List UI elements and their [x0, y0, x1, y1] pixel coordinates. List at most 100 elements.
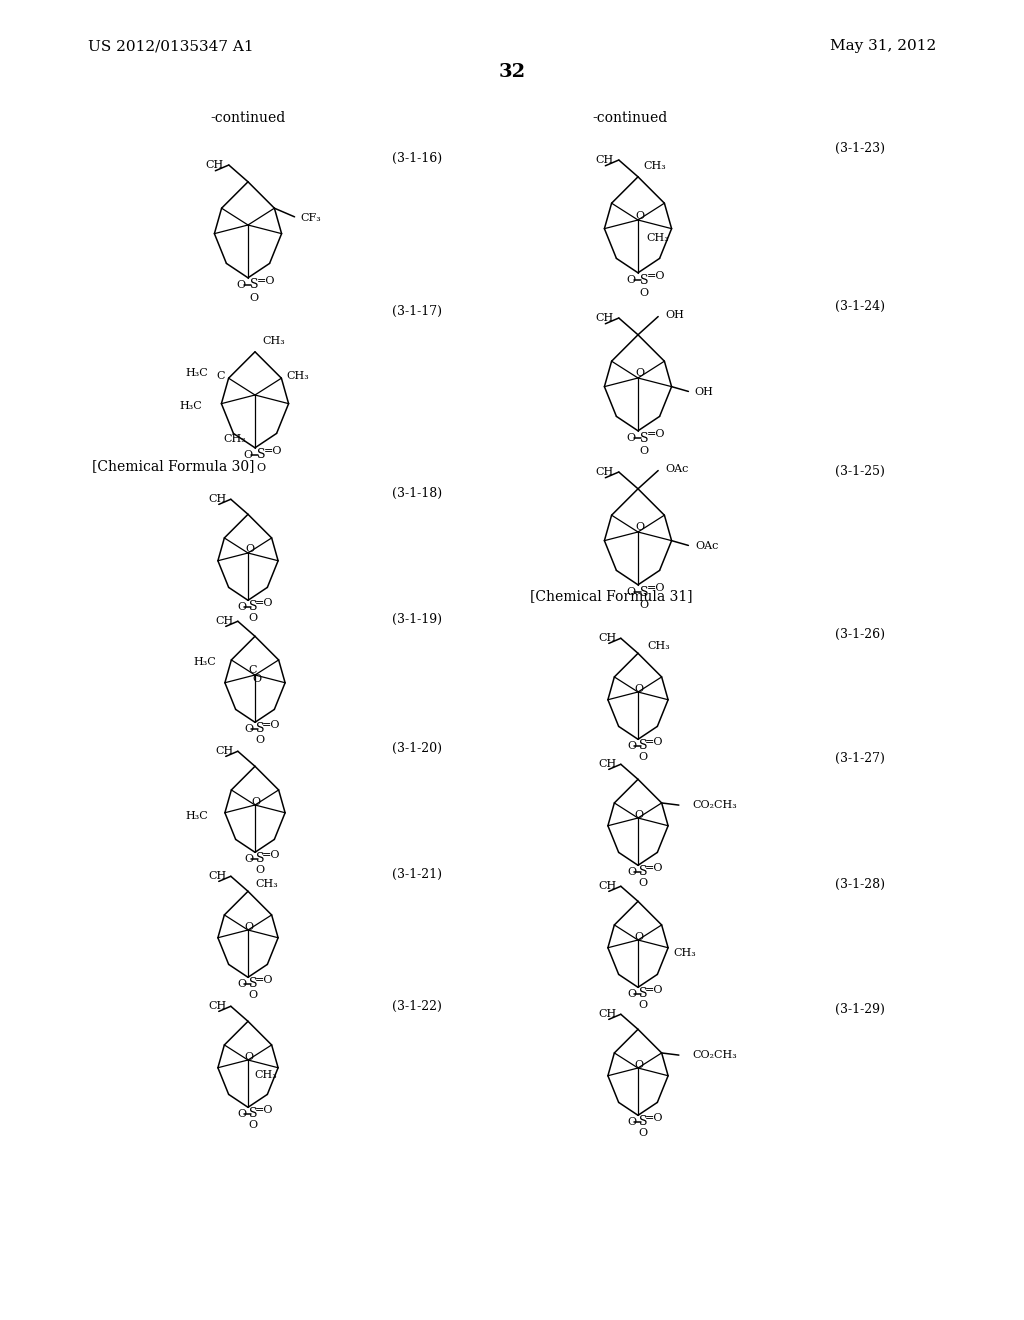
Text: O: O — [635, 809, 644, 820]
Text: =O: =O — [262, 721, 281, 730]
Text: O: O — [639, 1129, 648, 1138]
Text: O: O — [635, 523, 644, 532]
Text: [Chemical Formula 30]: [Chemical Formula 30] — [92, 459, 255, 473]
Text: CH₃: CH₃ — [256, 879, 279, 888]
Text: (3-1-23): (3-1-23) — [835, 143, 885, 154]
Text: O: O — [635, 211, 644, 222]
Text: S: S — [249, 977, 257, 990]
Text: O: O — [237, 280, 246, 290]
Text: O: O — [253, 675, 262, 684]
Text: CH: CH — [596, 313, 614, 323]
Text: CH: CH — [208, 871, 226, 882]
Text: (3-1-17): (3-1-17) — [392, 305, 442, 318]
Text: O: O — [249, 614, 258, 623]
Text: S: S — [639, 1115, 647, 1129]
Text: O: O — [244, 854, 253, 863]
Text: CH: CH — [215, 616, 233, 626]
Text: =O: =O — [255, 598, 273, 609]
Text: O: O — [639, 446, 648, 455]
Text: O: O — [256, 463, 265, 473]
Text: CO₂CH₃: CO₂CH₃ — [692, 800, 737, 810]
Text: O: O — [249, 293, 258, 304]
Text: O: O — [627, 433, 635, 444]
Text: O: O — [639, 288, 648, 298]
Text: CH: CH — [596, 467, 614, 477]
Text: S: S — [640, 273, 648, 286]
Text: =O: =O — [255, 975, 273, 985]
Text: =O: =O — [646, 583, 665, 593]
Text: CH₃: CH₃ — [262, 337, 285, 346]
Text: CH: CH — [208, 494, 226, 504]
Text: O: O — [635, 368, 644, 379]
Text: O: O — [627, 989, 636, 999]
Text: O: O — [245, 921, 254, 932]
Text: (3-1-25): (3-1-25) — [835, 465, 885, 478]
Text: (3-1-18): (3-1-18) — [392, 487, 442, 500]
Text: O: O — [249, 990, 258, 1001]
Text: O: O — [627, 275, 635, 285]
Text: CH₃: CH₃ — [644, 161, 667, 172]
Text: (3-1-16): (3-1-16) — [392, 152, 442, 165]
Text: =O: =O — [645, 863, 664, 874]
Text: O: O — [639, 752, 648, 763]
Text: S: S — [639, 865, 647, 878]
Text: O: O — [627, 1117, 636, 1127]
Text: S: S — [250, 279, 258, 292]
Text: O: O — [639, 878, 648, 888]
Text: CH₃: CH₃ — [223, 434, 246, 444]
Text: S: S — [639, 739, 647, 752]
Text: OH: OH — [665, 310, 684, 319]
Text: (3-1-28): (3-1-28) — [835, 878, 885, 891]
Text: O: O — [249, 1121, 258, 1130]
Text: (3-1-24): (3-1-24) — [835, 300, 885, 313]
Text: -continued: -continued — [210, 111, 286, 125]
Text: O: O — [635, 684, 644, 693]
Text: OAc: OAc — [665, 463, 688, 474]
Text: CH: CH — [598, 882, 616, 891]
Text: CH: CH — [596, 154, 614, 165]
Text: =O: =O — [646, 429, 665, 440]
Text: =O: =O — [646, 271, 665, 281]
Text: OH: OH — [694, 387, 714, 397]
Text: H₃C: H₃C — [194, 657, 216, 667]
Text: =O: =O — [262, 850, 281, 861]
Text: O: O — [627, 741, 636, 751]
Text: O: O — [627, 587, 635, 597]
Text: O: O — [244, 450, 252, 459]
Text: US 2012/0135347 A1: US 2012/0135347 A1 — [88, 40, 254, 53]
Text: S: S — [249, 601, 257, 614]
Text: (3-1-19): (3-1-19) — [392, 612, 442, 626]
Text: O: O — [246, 544, 255, 553]
Text: O: O — [627, 867, 636, 876]
Text: =O: =O — [645, 985, 664, 995]
Text: OAc: OAc — [695, 541, 719, 552]
Text: =O: =O — [645, 1113, 664, 1123]
Text: O: O — [256, 735, 265, 746]
Text: CH₃: CH₃ — [673, 948, 696, 958]
Text: CH₃: CH₃ — [254, 1071, 278, 1080]
Text: [Chemical Formula 31]: [Chemical Formula 31] — [530, 589, 692, 603]
Text: S: S — [640, 586, 648, 598]
Text: =O: =O — [263, 446, 282, 457]
Text: H₃C: H₃C — [185, 812, 209, 821]
Text: S: S — [640, 432, 648, 445]
Text: S: S — [256, 722, 264, 735]
Text: O: O — [639, 1001, 648, 1010]
Text: C: C — [216, 371, 224, 380]
Text: C: C — [249, 665, 257, 675]
Text: =O: =O — [256, 276, 275, 286]
Text: (3-1-26): (3-1-26) — [835, 628, 885, 642]
Text: S: S — [256, 449, 265, 462]
Text: CH₃: CH₃ — [286, 371, 309, 380]
Text: (3-1-22): (3-1-22) — [392, 1001, 442, 1012]
Text: O: O — [237, 602, 246, 611]
Text: S: S — [256, 853, 264, 865]
Text: O: O — [635, 1060, 644, 1069]
Text: (3-1-21): (3-1-21) — [392, 869, 442, 880]
Text: O: O — [256, 866, 265, 875]
Text: CH: CH — [598, 1010, 616, 1019]
Text: H₃C: H₃C — [179, 401, 202, 411]
Text: -continued: -continued — [592, 111, 668, 125]
Text: H₃C: H₃C — [185, 368, 209, 379]
Text: May 31, 2012: May 31, 2012 — [829, 40, 936, 53]
